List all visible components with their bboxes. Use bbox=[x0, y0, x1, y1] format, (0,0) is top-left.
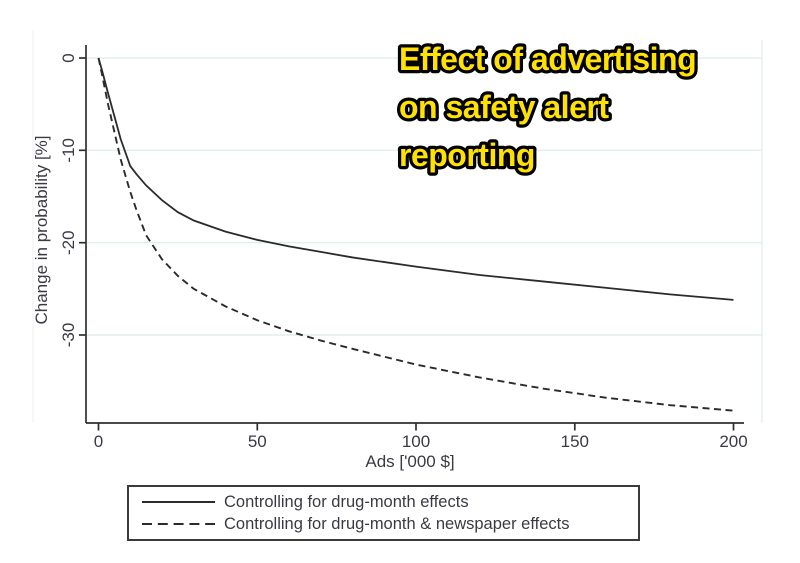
y-tick-label: -10 bbox=[59, 138, 78, 163]
y-axis-title: Change in probability [%] bbox=[32, 135, 51, 324]
y-tick-label: -30 bbox=[59, 323, 78, 348]
x-tick-label: 200 bbox=[719, 432, 747, 451]
x-tick-label: 100 bbox=[402, 432, 430, 451]
x-tick-label: 0 bbox=[94, 432, 103, 451]
legend-label: Controlling for drug-month & newspaper e… bbox=[224, 514, 570, 533]
dashed-line-sample bbox=[142, 523, 215, 525]
y-tick-label: -20 bbox=[59, 230, 78, 255]
legend: Controlling for drug-month effects Contr… bbox=[127, 485, 640, 541]
overlay-title-line-2: on safety alert bbox=[399, 89, 609, 125]
axes bbox=[79, 45, 744, 431]
legend-item-drug-month: Controlling for drug-month effects bbox=[142, 491, 638, 513]
y-tick-labels: 0 -10 -20 -30 bbox=[59, 53, 78, 347]
y-tick-label: 0 bbox=[59, 53, 78, 62]
gridlines bbox=[32, 30, 763, 423]
solid-line-sample bbox=[142, 501, 215, 503]
overlay-title: Effect of advertising on safety alert re… bbox=[396, 38, 700, 177]
x-tick-label: 50 bbox=[248, 432, 267, 451]
overlay-title-line-3: reporting bbox=[399, 137, 535, 173]
series-line-drug-month bbox=[97, 57, 734, 301]
series-line-drug-month-newspaper bbox=[97, 57, 734, 412]
legend-item-drug-month-newspaper: Controlling for drug-month & newspaper e… bbox=[142, 513, 638, 535]
legend-label: Controlling for drug-month effects bbox=[224, 492, 469, 511]
x-tick-label: 150 bbox=[561, 432, 589, 451]
overlay-title-line-1: Effect of advertising bbox=[399, 41, 696, 77]
x-tick-labels: 0 50 100 150 200 bbox=[94, 432, 748, 451]
x-axis-title: Ads ['000 $] bbox=[365, 452, 454, 471]
